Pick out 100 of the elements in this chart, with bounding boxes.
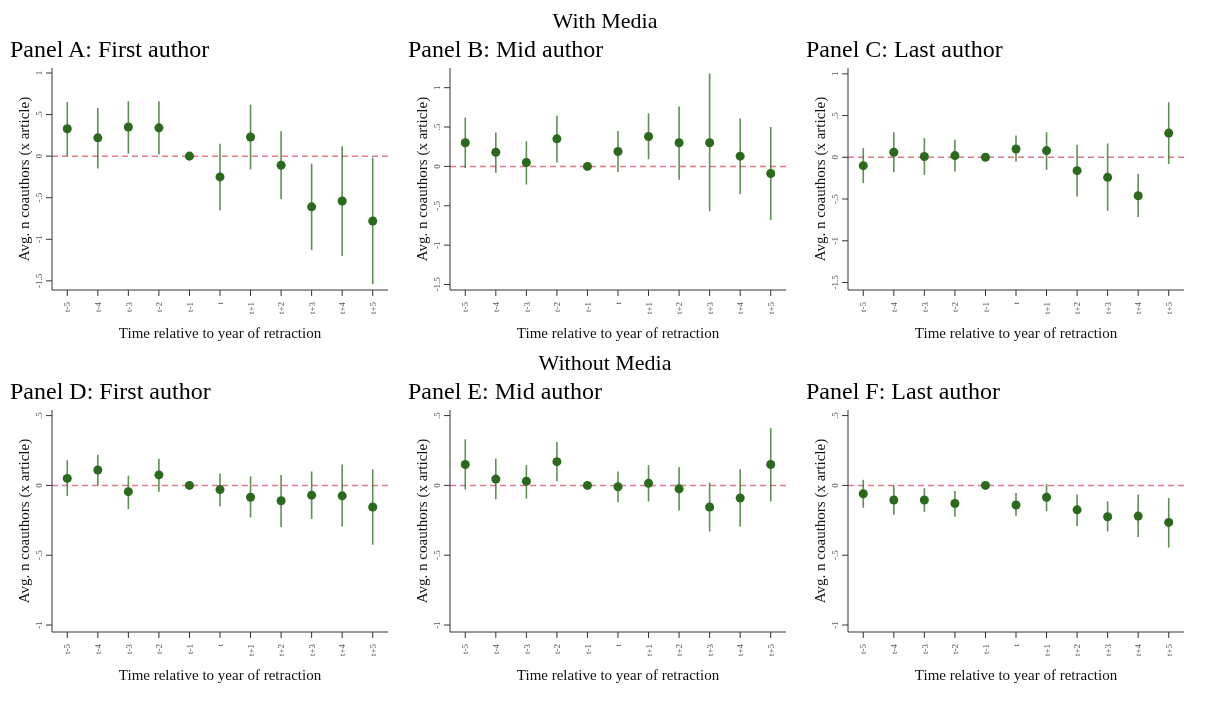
- point: [1103, 512, 1113, 522]
- chart-subtitle: Without Media: [537, 350, 673, 376]
- x-tick-label: t+3: [704, 643, 715, 657]
- y-tick-label: 1: [432, 85, 442, 90]
- y-tick-label: -1.5: [432, 276, 442, 292]
- x-tick-label: t+5: [1163, 301, 1174, 315]
- point: [980, 480, 990, 490]
- x-tick-label: t-2: [950, 644, 961, 654]
- x-tick-label: t+1: [1041, 644, 1052, 657]
- y-tick-label: .5: [432, 411, 442, 419]
- y-tick-label: 0: [432, 482, 442, 488]
- x-tick-label: t+2: [674, 302, 685, 315]
- chart-title: Panel D: First author: [9, 377, 212, 406]
- point: [950, 499, 960, 509]
- x-axis-title: Time relative to year of retraction: [914, 325, 1118, 341]
- x-tick-label: t-3: [919, 301, 930, 312]
- y-tick-label: 0: [830, 482, 840, 488]
- point: [858, 161, 868, 171]
- x-tick-label: t+4: [1133, 301, 1144, 315]
- x-axis-title: Time relative to year of retraction: [914, 667, 1118, 683]
- x-tick-label: t-1: [582, 302, 593, 312]
- x-tick-label: t-2: [154, 302, 165, 312]
- x-tick-label: t-1: [980, 644, 991, 654]
- point: [1072, 505, 1082, 515]
- point: [246, 132, 256, 142]
- y-tick-label: 1: [830, 71, 840, 77]
- x-tick-label: t-4: [490, 643, 501, 654]
- x-tick-label: t-1: [184, 302, 195, 312]
- chart-title: Panel B: Mid author: [407, 35, 605, 64]
- point: [552, 457, 562, 467]
- point: [62, 473, 72, 483]
- y-tick-label: -1: [432, 241, 442, 249]
- point: [1011, 144, 1021, 154]
- point: [919, 151, 929, 161]
- x-tick-label: t-4: [490, 301, 501, 312]
- x-tick-label: t+3: [306, 643, 317, 657]
- y-tick-label: -.5: [830, 549, 840, 561]
- point: [215, 172, 225, 182]
- point: [93, 133, 103, 143]
- y-tick-label: 0: [830, 154, 840, 160]
- y-tick-label: -1: [432, 621, 442, 629]
- y-tick-label: -1: [830, 621, 840, 629]
- point: [123, 122, 133, 132]
- x-tick-label: t+3: [704, 301, 715, 315]
- point: [491, 147, 501, 157]
- point: [766, 459, 776, 469]
- x-tick-label: t+2: [1072, 302, 1083, 315]
- x-tick-label: t+2: [674, 644, 685, 657]
- point: [919, 495, 929, 505]
- x-tick-label: t-5: [460, 301, 471, 312]
- y-tick-label: 0: [432, 163, 442, 169]
- point: [337, 491, 347, 501]
- point: [582, 480, 592, 490]
- x-tick-label: t-2: [552, 302, 563, 312]
- x-tick-label: t-4: [888, 643, 899, 654]
- y-tick-label: -.5: [34, 192, 44, 203]
- y-tick-label: -1: [830, 237, 840, 245]
- point: [552, 134, 562, 144]
- y-tick-label: -1.5: [34, 273, 44, 288]
- point: [1042, 146, 1052, 156]
- x-tick-label: t-2: [950, 302, 961, 312]
- y-tick-label: -1: [34, 621, 44, 629]
- point: [123, 487, 133, 497]
- point: [735, 151, 745, 161]
- y-tick-label: .5: [34, 411, 44, 419]
- point: [521, 476, 531, 486]
- y-tick-label: 0: [34, 153, 44, 159]
- x-axis-title: Time relative to year of retraction: [118, 667, 322, 683]
- x-tick-label: t-3: [919, 643, 930, 654]
- point: [307, 490, 317, 500]
- point: [735, 493, 745, 503]
- point: [368, 502, 378, 512]
- point: [613, 146, 623, 156]
- point: [1042, 492, 1052, 502]
- point: [154, 470, 164, 480]
- x-tick-label: t-4: [92, 301, 103, 312]
- y-axis-title: Avg. n coauthors (x article): [812, 96, 830, 262]
- point: [705, 502, 715, 512]
- point: [1164, 128, 1174, 138]
- x-tick-label: t-2: [154, 644, 165, 654]
- x-tick-label: t+4: [735, 643, 746, 657]
- point: [950, 151, 960, 161]
- x-tick-label: t+2: [1072, 644, 1083, 657]
- y-axis-title: Avg. n coauthors (x article): [812, 438, 830, 604]
- point: [889, 495, 899, 505]
- chart-title: Panel E: Mid author: [407, 377, 603, 406]
- x-tick-label: t+4: [337, 643, 348, 657]
- x-tick-label: t-5: [62, 643, 73, 654]
- x-tick-label: t+1: [643, 302, 654, 315]
- point: [276, 160, 286, 170]
- x-tick-label: t: [1011, 643, 1022, 647]
- x-tick-label: t: [215, 643, 226, 647]
- point: [674, 138, 684, 148]
- x-tick-label: t-5: [858, 643, 869, 654]
- point: [184, 151, 194, 161]
- point: [460, 138, 470, 148]
- point: [62, 124, 72, 134]
- point: [276, 496, 286, 506]
- point: [1103, 172, 1113, 182]
- y-tick-label: -1.5: [830, 274, 840, 290]
